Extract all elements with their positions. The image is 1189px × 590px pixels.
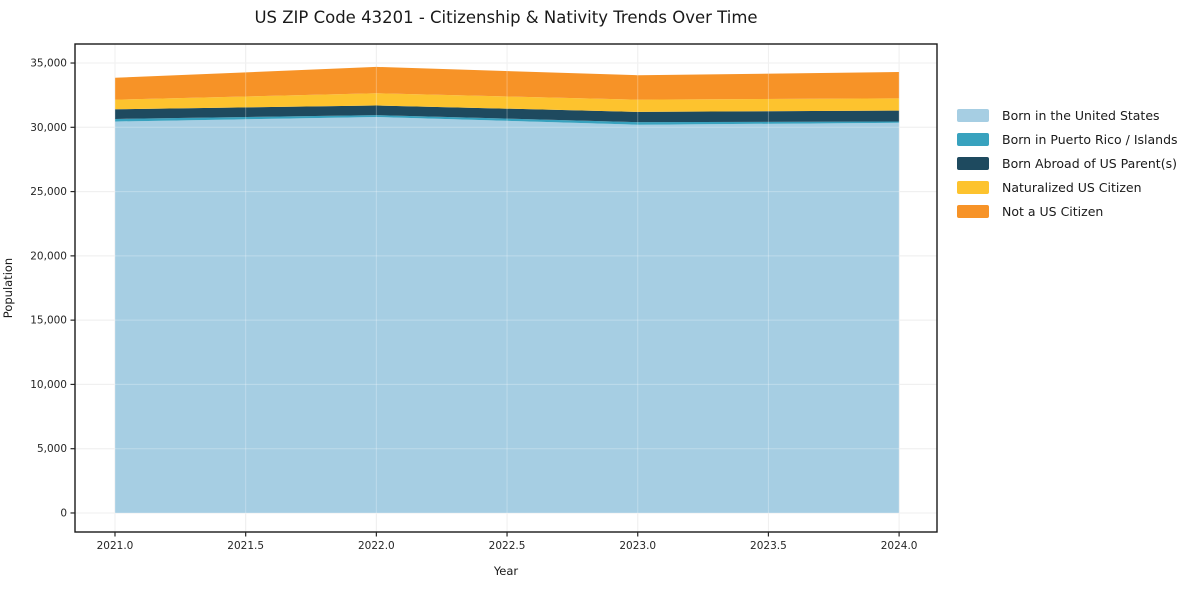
x-tick-label: 2021.5 <box>227 540 264 552</box>
y-tick-label: 25,000 <box>30 186 67 198</box>
y-tick-label: 15,000 <box>30 315 67 327</box>
y-axis-label: Population <box>1 257 15 319</box>
legend: Born in the United States Born in Puerto … <box>957 108 1178 229</box>
x-tick-label: 2022.5 <box>489 540 526 552</box>
x-tick-label: 2024.0 <box>881 540 918 552</box>
y-tick-label: 0 <box>60 507 67 519</box>
x-axis-label: Year <box>493 564 519 578</box>
legend-label: Born Abroad of US Parent(s) <box>1002 156 1177 171</box>
legend-swatch-icon <box>957 205 989 218</box>
area-series-2 <box>114 105 900 123</box>
y-tick-label: 20,000 <box>30 250 67 262</box>
y-tick-label: 10,000 <box>30 379 67 391</box>
legend-label: Born in the United States <box>1002 108 1160 123</box>
legend-item-2: Born Abroad of US Parent(s) <box>957 156 1178 171</box>
area-series-4 <box>114 66 900 100</box>
area-series-3 <box>114 93 900 112</box>
legend-swatch-icon <box>957 133 989 146</box>
x-tick-label: 2023.0 <box>619 540 656 552</box>
legend-swatch-icon <box>957 181 989 194</box>
axes-spines <box>74 43 938 533</box>
legend-label: Not a US Citizen <box>1002 204 1104 219</box>
legend-item-4: Not a US Citizen <box>957 204 1178 219</box>
legend-swatch-icon <box>957 157 989 170</box>
x-tick-label: 2022.0 <box>358 540 395 552</box>
y-tick-label: 35,000 <box>30 58 67 70</box>
chart-title: US ZIP Code 43201 - Citizenship & Nativi… <box>254 8 758 27</box>
legend-item-3: Naturalized US Citizen <box>957 180 1178 195</box>
legend-item-1: Born in Puerto Rico / Islands <box>957 132 1178 147</box>
legend-swatch-icon <box>957 109 989 122</box>
area-series-1 <box>114 115 900 125</box>
area-series-0 <box>114 117 900 513</box>
legend-item-0: Born in the United States <box>957 108 1178 123</box>
y-tick-label: 30,000 <box>30 122 67 134</box>
legend-label: Born in Puerto Rico / Islands <box>1002 132 1178 147</box>
legend-label: Naturalized US Citizen <box>1002 180 1142 195</box>
y-tick-label: 5,000 <box>37 443 67 455</box>
x-tick-label: 2021.0 <box>97 540 134 552</box>
x-tick-label: 2023.5 <box>750 540 787 552</box>
